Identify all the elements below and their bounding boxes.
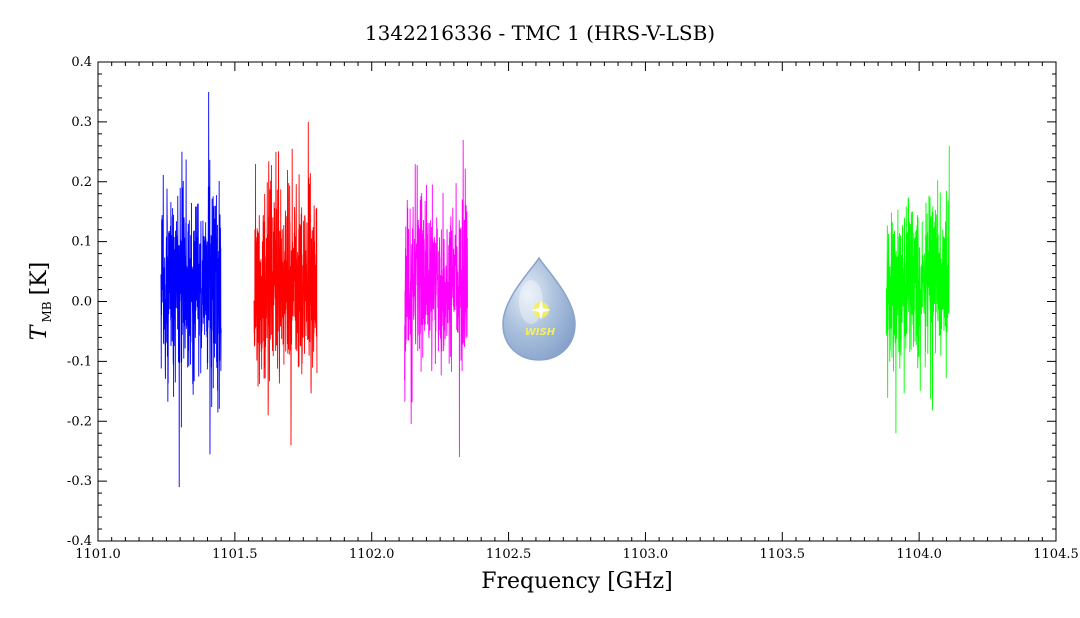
x-tick-label: 1101.5 bbox=[212, 547, 258, 562]
x-axis-title: Frequency [GHz] bbox=[481, 569, 673, 594]
y-axis-title: TMB [K] bbox=[27, 262, 54, 340]
y-tick-label: 0.0 bbox=[71, 295, 92, 310]
y-tick-label: -0.2 bbox=[67, 414, 92, 429]
x-tick-label: 1102.0 bbox=[349, 547, 395, 562]
spectrum-band-3 bbox=[404, 139, 468, 458]
x-tick-label: 1104.0 bbox=[896, 547, 942, 562]
svg-text:TMB[K]: TMB [K] bbox=[27, 262, 54, 340]
x-tick-labels: 1101.0 1101.5 1102.0 1102.5 1103.0 1103.5 1104… bbox=[75, 547, 1079, 562]
y-axis-title-sub: MB bbox=[40, 301, 54, 322]
x-tick-label: 1104.5 bbox=[1033, 547, 1079, 562]
y-tick-label: 0.2 bbox=[71, 175, 92, 190]
y-axis-title-unit: [K] bbox=[27, 262, 52, 296]
spectrum-band-4 bbox=[885, 145, 950, 434]
y-tick-label: -0.4 bbox=[67, 534, 92, 549]
wish-logo: WISH bbox=[502, 256, 576, 361]
spectrum-series bbox=[160, 91, 950, 488]
y-tick-label: 0.4 bbox=[71, 55, 92, 70]
x-tick-label: 1103.5 bbox=[760, 547, 806, 562]
spectrum-band-1 bbox=[160, 91, 222, 488]
y-tick-label: -0.3 bbox=[67, 474, 92, 489]
x-tick-label: 1101.0 bbox=[75, 547, 121, 562]
y-tick-label: 0.1 bbox=[71, 235, 92, 250]
chart-title: 1342216336 - TMC 1 (HRS-V-LSB) bbox=[365, 21, 715, 45]
logo-text: WISH bbox=[525, 327, 556, 338]
x-tick-label: 1103.0 bbox=[623, 547, 669, 562]
spectrum-band-2 bbox=[253, 121, 318, 446]
axis-ticks bbox=[97, 61, 1057, 542]
x-tick-label: 1102.5 bbox=[486, 547, 532, 562]
y-tick-label: -0.1 bbox=[67, 354, 92, 369]
y-tick-label: 0.3 bbox=[71, 115, 92, 130]
y-axis-title-main: T bbox=[27, 323, 52, 340]
y-tick-labels: -0.4 -0.3 -0.2 -0.1 0.0 0.1 0.2 0.3 0.4 bbox=[67, 55, 92, 549]
